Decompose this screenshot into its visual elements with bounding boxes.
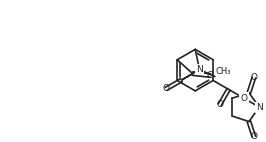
Text: CH₃: CH₃ — [216, 67, 231, 76]
Text: O: O — [250, 73, 257, 82]
Text: O: O — [163, 84, 170, 93]
Text: O: O — [250, 132, 257, 141]
Text: N: N — [196, 65, 203, 74]
Text: N: N — [256, 103, 263, 112]
Text: O: O — [207, 71, 214, 80]
Text: O: O — [240, 94, 247, 103]
Text: O: O — [216, 100, 223, 109]
